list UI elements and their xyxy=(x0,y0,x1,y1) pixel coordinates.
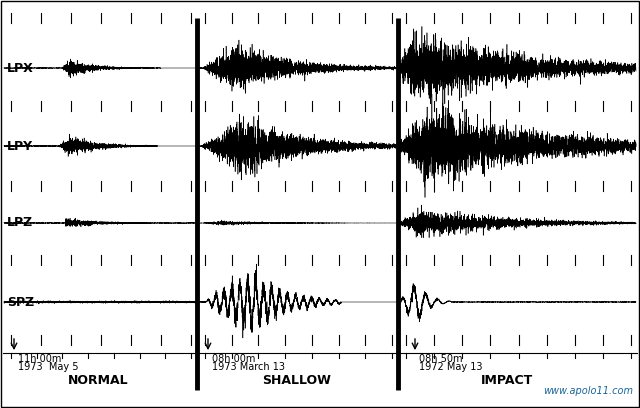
Text: SPZ: SPZ xyxy=(7,295,35,308)
Text: 08h 50m: 08h 50m xyxy=(419,354,463,364)
Text: LPZ: LPZ xyxy=(7,217,33,229)
Text: 1973 March 13: 1973 March 13 xyxy=(212,362,285,372)
Text: NORMAL: NORMAL xyxy=(68,374,128,387)
Text: SHALLOW: SHALLOW xyxy=(262,374,332,387)
Text: 1973  May 5: 1973 May 5 xyxy=(18,362,79,372)
Text: 1972 May 13: 1972 May 13 xyxy=(419,362,483,372)
Text: 08h 00m: 08h 00m xyxy=(212,354,255,364)
Text: LPY: LPY xyxy=(7,140,33,153)
Text: LPX: LPX xyxy=(7,62,34,75)
Text: 11h 00m: 11h 00m xyxy=(18,354,61,364)
Text: www.apolo11.com: www.apolo11.com xyxy=(543,386,633,396)
Text: IMPACT: IMPACT xyxy=(481,374,533,387)
